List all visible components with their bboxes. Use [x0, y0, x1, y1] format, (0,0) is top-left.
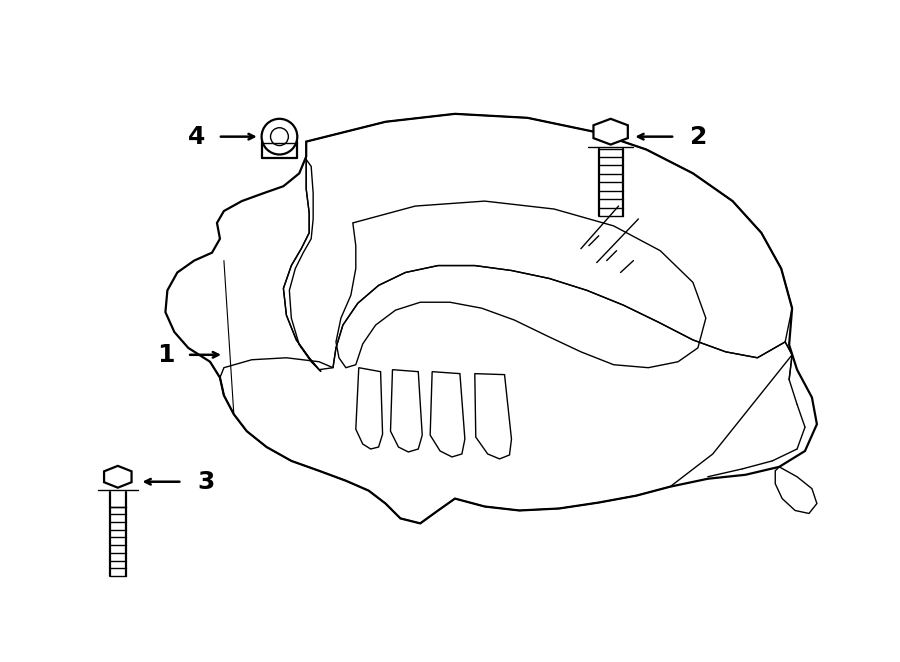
Text: 4: 4 — [188, 124, 205, 149]
Text: 3: 3 — [197, 470, 214, 494]
Text: 1: 1 — [157, 343, 175, 367]
Polygon shape — [104, 466, 131, 488]
Polygon shape — [593, 118, 628, 144]
Polygon shape — [166, 114, 817, 524]
Text: 2: 2 — [690, 124, 707, 149]
